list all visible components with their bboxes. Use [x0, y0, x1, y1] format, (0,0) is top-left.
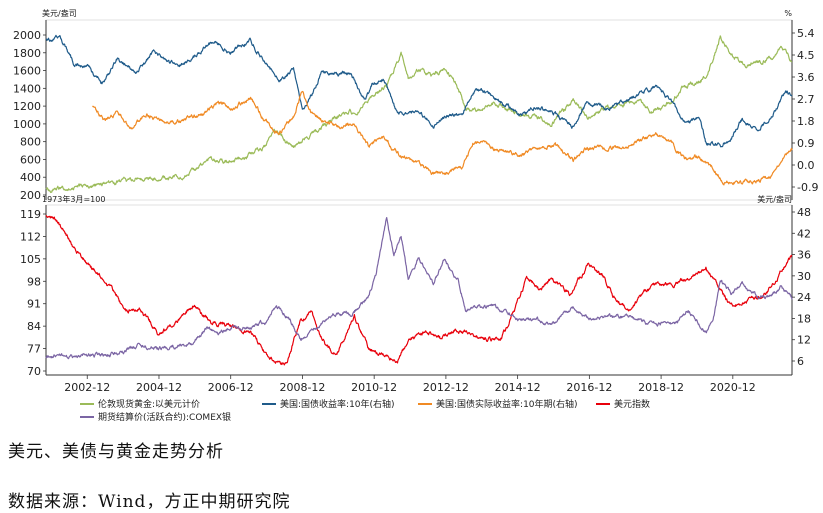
left-axis-tick-label: 400 — [20, 171, 41, 184]
left-axis-tick-label: 77 — [27, 343, 41, 356]
legend-label: 美国:国债实际收益率:10年期(右轴) — [436, 398, 578, 410]
right-axis-tick-label: 12 — [797, 334, 811, 347]
chart-figure: 美元/盎司 % 200 400 600 800 1000 1200 1400 1600 1800 20… — [13, 8, 818, 423]
left-axis-tick-label: 600 — [20, 153, 41, 166]
figure-title: 美元、美债与黄金走势分析 — [8, 442, 224, 462]
left-axis-tick-label: 1600 — [13, 65, 41, 78]
left-axis-tick-label: 84 — [27, 320, 41, 333]
bottom-panel: 1973年3月=100 美元/盎司 70 77 84 91 98 105 112 119 6 12 18… — [20, 194, 811, 378]
left-axis-tick-label: 119 — [20, 208, 41, 221]
x-axis: 2002-12 2004-12 2006-12 2008-12 2010-12 2012-… — [46, 374, 792, 394]
legend-label: 期货结算价(活跃合约):COMEX银 — [98, 411, 231, 423]
left-axis-unit: 美元/盎司 — [42, 8, 77, 18]
right-axis-tick-label: 30 — [797, 270, 811, 283]
legend-label: 伦敦现货黄金:以美元计价 — [98, 398, 200, 410]
x-axis-tick-label: 2016-12 — [566, 381, 612, 394]
left-axis-tick-label: 1400 — [13, 82, 41, 95]
right-axis-tick-label: 2.7 — [797, 93, 815, 106]
data-source-note: 数据来源：Wind，方正中期研究院 — [8, 492, 291, 512]
series-line — [45, 35, 793, 194]
left-axis-tick-label: 70 — [27, 365, 41, 378]
x-axis-tick-label: 2004-12 — [136, 381, 182, 394]
right-axis-tick-label: 36 — [797, 249, 811, 262]
right-axis-tick-label: 24 — [797, 291, 811, 304]
x-axis-tick-label: 2006-12 — [208, 381, 254, 394]
x-axis-tick-label: 2012-12 — [423, 381, 469, 394]
right-axis-tick-label: 4.5 — [797, 49, 815, 62]
left-axis-tick-label: 1000 — [13, 118, 41, 131]
series-line — [45, 217, 793, 360]
series-line — [45, 214, 793, 366]
x-axis-tick-label: 2018-12 — [638, 381, 684, 394]
series-line — [45, 34, 793, 148]
right-axis-unit: 美元/盎司 — [757, 194, 792, 204]
legend-label: 美元指数 — [614, 398, 650, 410]
left-axis-tick-label: 200 — [20, 189, 41, 202]
left-axis-tick-label: 2000 — [13, 29, 41, 42]
right-axis-unit: % — [784, 9, 792, 18]
x-axis-tick-label: 2014-12 — [495, 381, 541, 394]
left-axis-tick-label: 112 — [20, 230, 41, 243]
left-axis-tick-label: 800 — [20, 136, 41, 149]
series-line — [92, 90, 793, 186]
legend-label: 美国:国债收益率:10年(右轴) — [280, 398, 395, 410]
x-axis-tick-label: 2020-12 — [710, 381, 756, 394]
plot-frame — [45, 19, 793, 201]
right-axis-tick-label: 0.0 — [797, 159, 815, 172]
left-axis-tick-label: 98 — [27, 275, 41, 288]
right-axis-tick-label: -0.9 — [797, 181, 818, 194]
x-axis-tick-label: 2008-12 — [279, 381, 325, 394]
top-panel: 美元/盎司 % 200 400 600 800 1000 1200 1400 1600 1800 20… — [13, 8, 818, 202]
left-axis-tick-label: 1200 — [13, 100, 41, 113]
right-axis-tick-label: 1.8 — [797, 115, 815, 128]
right-axis-tick-label: 3.6 — [797, 71, 815, 84]
right-axis-tick-label: 48 — [797, 206, 811, 219]
right-axis-tick-label: 6 — [797, 355, 804, 368]
left-axis-unit: 1973年3月=100 — [42, 194, 105, 204]
right-axis-tick-label: 42 — [797, 227, 811, 240]
chart-legend: 伦敦现货黄金:以美元计价 美国:国债收益率:10年(右轴) 美国:国债实际收益率:1… — [80, 398, 650, 423]
right-axis-tick-label: 0.9 — [797, 137, 815, 150]
left-axis-tick-label: 91 — [27, 298, 41, 311]
left-axis-tick-label: 105 — [20, 253, 41, 266]
x-axis-tick-label: 2010-12 — [351, 381, 397, 394]
right-axis-tick-label: 18 — [797, 312, 811, 325]
left-axis-tick-label: 1800 — [13, 47, 41, 60]
right-axis-tick-label: 5.4 — [797, 27, 815, 40]
x-axis-tick-label: 2002-12 — [64, 381, 110, 394]
